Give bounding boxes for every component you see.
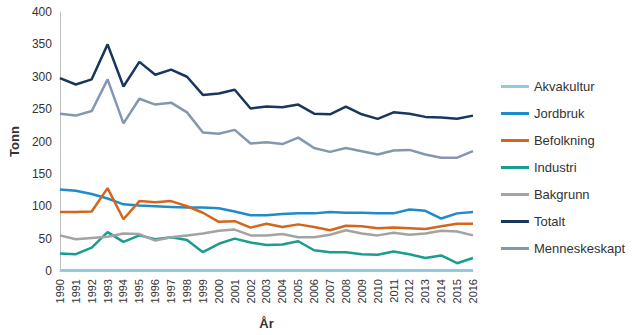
svg-text:2009: 2009 <box>356 279 368 303</box>
svg-text:2005: 2005 <box>292 279 304 303</box>
svg-text:2002: 2002 <box>245 279 257 303</box>
svg-text:50: 50 <box>39 232 53 246</box>
svg-text:0: 0 <box>45 264 52 278</box>
svg-text:Totalt: Totalt <box>534 214 565 229</box>
svg-text:Bakgrunn: Bakgrunn <box>534 187 590 202</box>
svg-text:Industri: Industri <box>534 160 577 175</box>
svg-text:2008: 2008 <box>340 279 352 303</box>
svg-text:1991: 1991 <box>70 279 82 303</box>
svg-text:2012: 2012 <box>403 279 415 303</box>
svg-text:2000: 2000 <box>213 279 225 303</box>
svg-text:2010: 2010 <box>372 279 384 303</box>
svg-text:2015: 2015 <box>451 279 463 303</box>
svg-text:2011: 2011 <box>388 279 400 303</box>
svg-text:Jordbruk: Jordbruk <box>534 106 585 121</box>
svg-text:1990: 1990 <box>54 279 66 303</box>
svg-text:Tonn: Tonn <box>7 126 22 157</box>
svg-text:200: 200 <box>32 135 52 149</box>
svg-text:300: 300 <box>32 70 52 84</box>
svg-text:1995: 1995 <box>133 279 145 303</box>
svg-text:400: 400 <box>32 5 52 19</box>
svg-text:Befolkning: Befolkning <box>534 133 595 148</box>
svg-text:1996: 1996 <box>149 279 161 303</box>
svg-text:1992: 1992 <box>86 279 98 303</box>
svg-text:2006: 2006 <box>308 279 320 303</box>
svg-text:1998: 1998 <box>181 279 193 303</box>
svg-text:Akvakultur: Akvakultur <box>534 79 595 94</box>
svg-text:150: 150 <box>32 167 52 181</box>
svg-text:100: 100 <box>32 199 52 213</box>
svg-text:2003: 2003 <box>260 279 272 303</box>
svg-text:2001: 2001 <box>229 279 241 303</box>
svg-text:År: År <box>259 316 273 331</box>
svg-text:1997: 1997 <box>165 279 177 303</box>
svg-text:1993: 1993 <box>102 279 114 303</box>
svg-text:1999: 1999 <box>197 279 209 303</box>
svg-text:2007: 2007 <box>324 279 336 303</box>
svg-text:1994: 1994 <box>117 279 129 303</box>
svg-text:2004: 2004 <box>276 279 288 303</box>
svg-text:350: 350 <box>32 37 52 51</box>
svg-text:Menneskeskapt: Menneskeskapt <box>534 241 625 256</box>
svg-text:250: 250 <box>32 102 52 116</box>
svg-text:2013: 2013 <box>419 279 431 303</box>
svg-text:2016: 2016 <box>467 279 479 303</box>
svg-text:2014: 2014 <box>435 279 447 303</box>
